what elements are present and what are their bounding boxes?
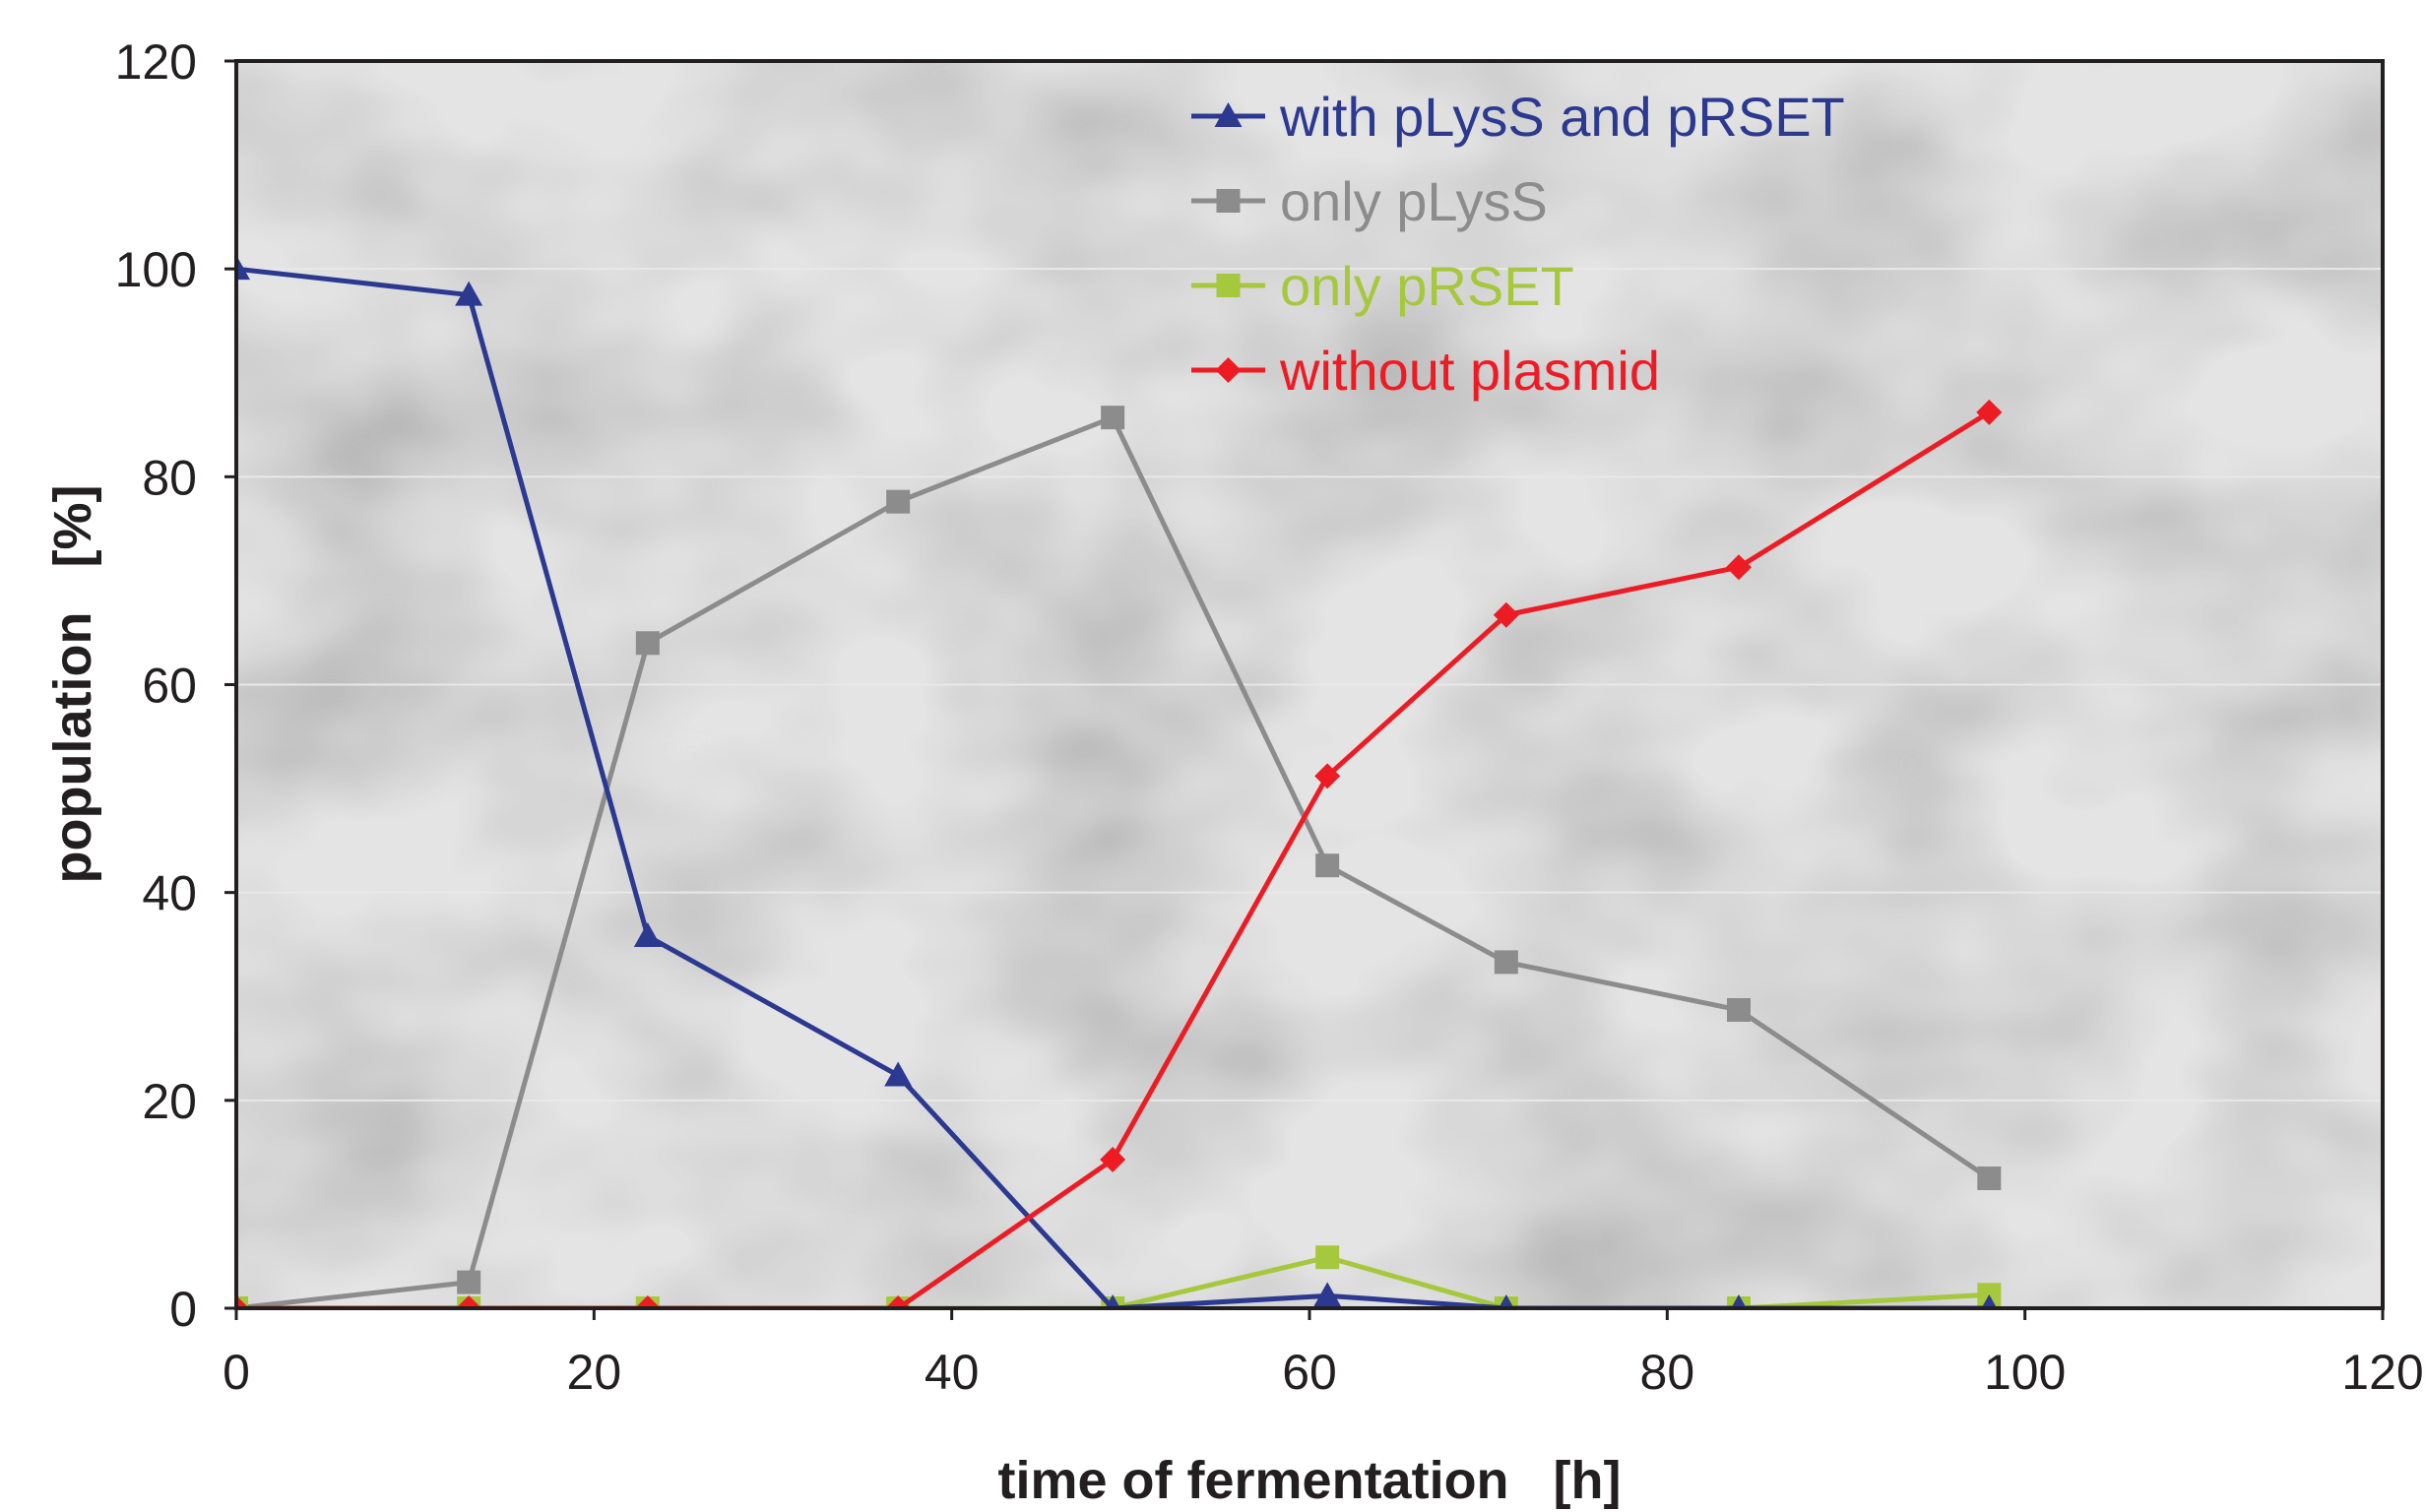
x-tick-label: 0 [223,1345,250,1400]
legend: with pLysS and pRSET only pLysS only pRSET… [1191,86,1845,402]
data-point-only-plyss [1315,853,1340,878]
data-point-without-plasmid [1493,601,1519,628]
series-with-plyss-and-prset [236,255,1998,1308]
legend-item-only-prset: only pRSET [1191,255,1574,317]
y-tick-label: 0 [169,1282,197,1337]
legend-marker [1216,274,1241,297]
data-point-with-plyss-and-prset [1981,1294,1998,1308]
y-axis-title: population [%] [43,485,102,884]
legend-label: only pRSET [1280,255,1574,317]
x-tick-label: 80 [1640,1345,1695,1400]
legend-marker [1216,189,1241,213]
x-tick-label: 100 [1984,1345,2066,1400]
legend-item-without-plasmid: without plasmid [1191,340,1660,402]
x-tick-label: 20 [567,1345,622,1400]
data-point-without-plasmid [456,1295,482,1308]
data-point-with-plyss-and-prset [633,922,662,948]
data-point-without-plasmid [236,1295,249,1308]
y-tick-label: 100 [115,242,197,297]
data-point-without-plasmid [1314,763,1341,789]
data-point-with-plyss-and-prset [884,1061,913,1087]
series-line-with-plyss-and-prset [236,266,1990,1308]
data-point-with-plyss-and-prset [236,255,250,281]
data-point-with-plyss-and-prset [1105,1294,1121,1308]
y-tick-label: 20 [142,1074,197,1129]
data-point-with-plyss-and-prset [1731,1294,1747,1308]
data-point-without-plasmid [1976,399,2003,425]
series-without-plasmid [236,399,2003,1308]
data-point-only-plyss [886,489,911,514]
legend-label: only pLysS [1280,170,1548,232]
data-point-only-plyss [1494,950,1518,975]
legend-label: with pLysS and pRSET [1279,86,1845,148]
data-point-without-plasmid [1100,1147,1126,1173]
legend-marker [1214,102,1243,127]
y-tick-label: 40 [142,866,197,921]
x-tick-label: 120 [2341,1345,2423,1400]
data-point-without-plasmid [885,1295,912,1308]
legend-item-with-plyss-and-prset: with pLysS and pRSET [1191,86,1845,148]
y-tick-label: 80 [142,450,197,505]
data-point-only-plyss [457,1270,481,1294]
legend-marker [1215,357,1242,383]
data-point-only-plyss [635,631,660,656]
data-point-without-plasmid [1726,554,1752,581]
y-tick-label: 120 [115,34,197,90]
data-point-only-plyss [1977,1166,2002,1191]
x-axis-ticks: 0 20 40 60 80 100 120 [223,1308,2424,1400]
data-point-without-plasmid [634,1295,661,1308]
data-point-with-plyss-and-prset [1498,1294,1514,1308]
x-tick-label: 40 [925,1345,980,1400]
y-tick-label: 60 [142,659,197,714]
data-point-only-plyss [1727,997,1751,1022]
legend-label: without plasmid [1279,340,1660,402]
data-point-with-plyss-and-prset [1313,1282,1342,1307]
data-point-with-plyss-and-prset [455,281,483,306]
data-point-only-plyss [1101,406,1125,430]
series-layer [236,255,2003,1308]
legend-item-only-plyss: only pLysS [1191,170,1548,232]
data-point-only-prset [1315,1245,1340,1270]
x-tick-label: 60 [1282,1345,1337,1400]
gridlines [236,268,2383,1102]
x-axis-title: time of fermentation [h] [998,1451,1622,1510]
y-axis-ticks: 0 20 40 60 80 100 120 [115,34,236,1337]
